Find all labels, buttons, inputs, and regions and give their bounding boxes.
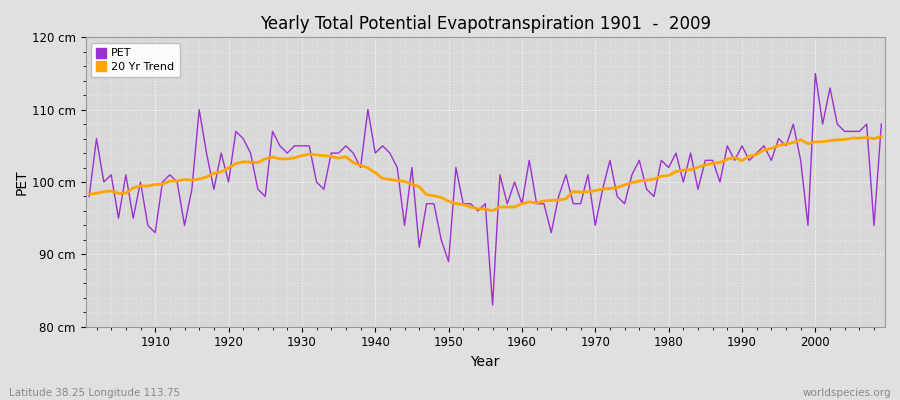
X-axis label: Year: Year	[471, 355, 500, 369]
Title: Yearly Total Potential Evapotranspiration 1901  -  2009: Yearly Total Potential Evapotranspiratio…	[260, 15, 711, 33]
Text: Latitude 38.25 Longitude 113.75: Latitude 38.25 Longitude 113.75	[9, 388, 180, 398]
Y-axis label: PET: PET	[15, 169, 29, 195]
Text: worldspecies.org: worldspecies.org	[803, 388, 891, 398]
Legend: PET, 20 Yr Trend: PET, 20 Yr Trend	[91, 43, 180, 77]
